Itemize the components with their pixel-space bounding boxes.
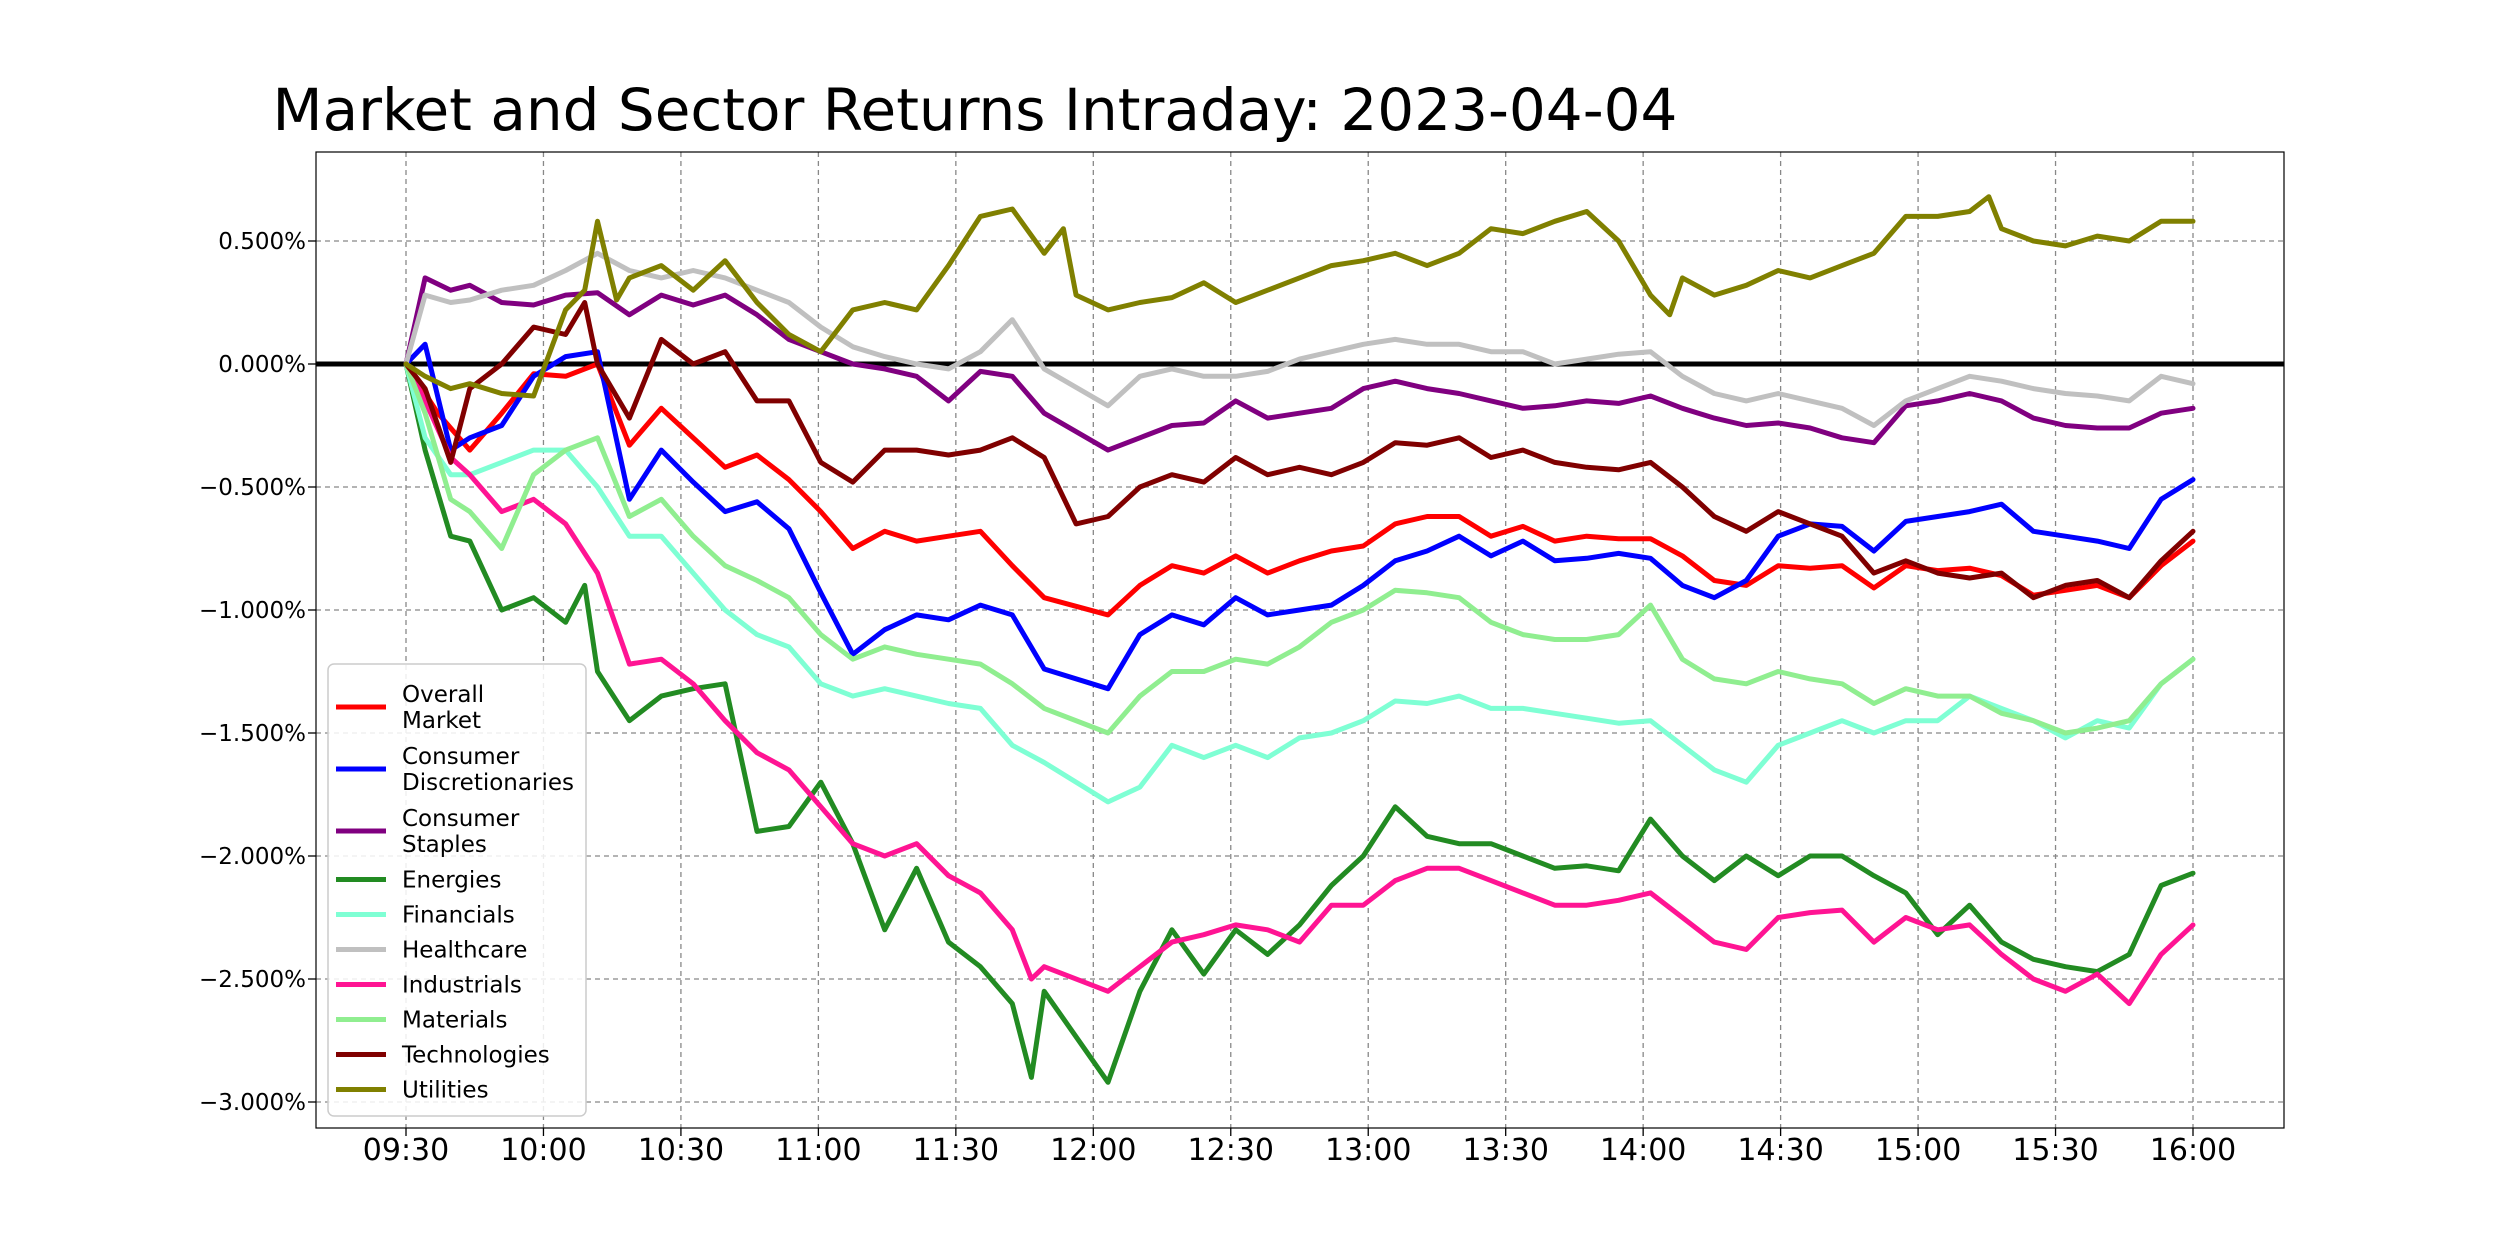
- x-tick-label: 16:00: [2150, 1133, 2236, 1168]
- y-tick-label: −0.500%: [199, 475, 306, 501]
- series-line-financials: [403, 361, 2196, 805]
- x-tick-label: 10:00: [500, 1133, 586, 1168]
- x-tick-label: 12:00: [1050, 1133, 1136, 1168]
- legend-label: Healthcare: [402, 938, 527, 964]
- legend-label: Industrials: [402, 973, 522, 999]
- x-tick-label: 15:00: [1875, 1133, 1961, 1168]
- y-tick-label: −1.500%: [199, 721, 306, 747]
- series-line-consumer-discretionaries: [403, 341, 2196, 692]
- x-tick-label: 09:30: [363, 1133, 449, 1168]
- series-line-industrials: [403, 361, 2196, 1007]
- legend-label: Utilities: [402, 1078, 489, 1104]
- x-tick-label: 15:30: [2012, 1133, 2098, 1168]
- x-tick-label: 12:30: [1188, 1133, 1274, 1168]
- x-tick-label: 11:00: [775, 1133, 861, 1168]
- y-tick-label: −2.000%: [199, 844, 306, 870]
- y-tick-label: −2.500%: [199, 967, 306, 993]
- y-tick-label: −1.000%: [199, 598, 306, 624]
- chart-title: Market and Sector Returns Intraday: 2023…: [273, 76, 1678, 144]
- y-axis: 0.500% 0.000% −0.500% −1.000% −1.500% −2.000%…: [199, 229, 316, 1116]
- x-tick-label: 10:30: [638, 1133, 724, 1168]
- series-line-energies: [403, 361, 2196, 1085]
- legend-label: Consumer Discretionaries: [402, 744, 574, 796]
- series-line-consumer-staples: [403, 275, 2196, 453]
- y-tick-label: −3.000%: [199, 1090, 306, 1116]
- legend-label: Consumer Staples: [402, 806, 520, 858]
- series-line-technologies: [403, 300, 2196, 601]
- legend-label: Energies: [402, 868, 501, 894]
- x-axis: 09:30 10:00 10:30 11:00 11:30 12:00 12:30 13:00…: [363, 1128, 2236, 1168]
- x-tick-label: 13:00: [1325, 1133, 1411, 1168]
- series-layer: [403, 194, 2196, 1085]
- grid: [316, 152, 2284, 1128]
- x-tick-label: 14:00: [1600, 1133, 1686, 1168]
- legend-label: Overall Market: [402, 682, 484, 734]
- legend: Overall Market Consumer Discretionaries Cons…: [327, 663, 587, 1117]
- x-tick-label: 13:30: [1462, 1133, 1548, 1168]
- series-line-utilities: [403, 194, 2196, 399]
- y-tick-label: 0.500%: [218, 229, 306, 255]
- legend-box: [327, 663, 587, 1117]
- x-tick-label: 14:30: [1737, 1133, 1823, 1168]
- legend-label: Technologies: [401, 1043, 550, 1069]
- y-tick-label: 0.000%: [218, 352, 306, 378]
- legend-label: Materials: [402, 1008, 507, 1034]
- plot-frame: [315, 151, 2285, 1129]
- series-line-materials: [403, 361, 2196, 736]
- x-tick-label: 11:30: [913, 1133, 999, 1168]
- legend-label: Financials: [402, 903, 515, 929]
- series-line-overall-market: [403, 361, 2196, 618]
